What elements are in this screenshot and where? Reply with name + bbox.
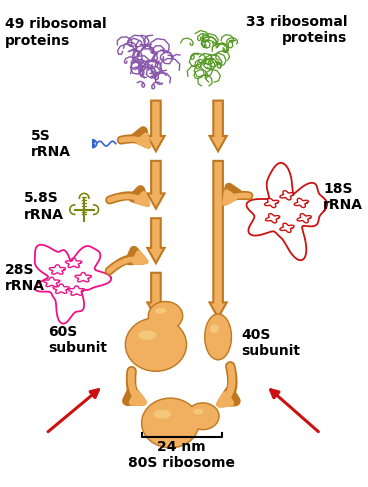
Text: 18S
rRNA: 18S rRNA [323, 182, 363, 212]
Ellipse shape [188, 404, 217, 428]
Polygon shape [147, 273, 164, 318]
Ellipse shape [139, 331, 156, 339]
Ellipse shape [156, 309, 165, 313]
Text: 49 ribosomal
proteins: 49 ribosomal proteins [5, 18, 106, 48]
Ellipse shape [127, 319, 185, 370]
Ellipse shape [150, 303, 181, 329]
Text: 60S
subunit: 60S subunit [48, 325, 107, 355]
Polygon shape [147, 218, 164, 263]
Ellipse shape [142, 398, 199, 448]
Ellipse shape [210, 325, 218, 332]
Ellipse shape [206, 316, 230, 358]
Ellipse shape [148, 301, 183, 330]
Ellipse shape [205, 314, 231, 360]
Text: 33 ribosomal
proteins: 33 ribosomal proteins [246, 15, 347, 45]
Ellipse shape [125, 318, 187, 371]
Ellipse shape [154, 411, 170, 418]
Text: 5S
rRNA: 5S rRNA [31, 129, 71, 159]
Text: 40S
subunit: 40S subunit [241, 327, 300, 358]
Ellipse shape [194, 410, 203, 413]
Ellipse shape [143, 399, 198, 447]
Polygon shape [209, 101, 227, 151]
Text: 24 nm
80S ribosome: 24 nm 80S ribosome [128, 440, 235, 470]
Polygon shape [147, 161, 164, 209]
Polygon shape [209, 161, 227, 318]
Polygon shape [147, 101, 164, 151]
Ellipse shape [187, 403, 219, 430]
Text: 5.8S
rRNA: 5.8S rRNA [24, 191, 64, 222]
Text: 28S
rRNA: 28S rRNA [5, 263, 45, 293]
